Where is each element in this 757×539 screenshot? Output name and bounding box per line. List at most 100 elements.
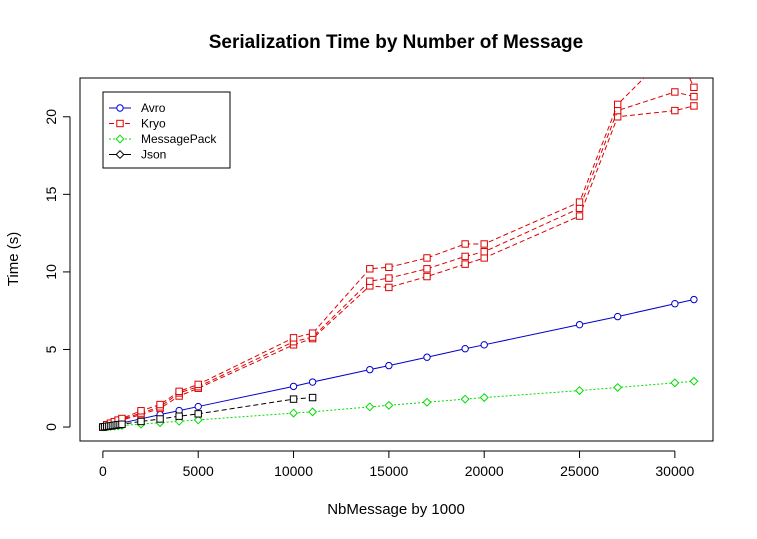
data-point (366, 265, 374, 273)
data-point (479, 393, 489, 403)
data-point (480, 248, 488, 256)
x-tick-label: 30000 (655, 463, 694, 479)
data-point (461, 344, 469, 353)
x-tick-label: 10000 (274, 463, 313, 479)
series-avro-0 (99, 295, 698, 431)
x-axis-label: NbMessage by 1000 (327, 501, 465, 518)
x-tick-label: 25000 (560, 463, 599, 479)
data-point (671, 88, 679, 96)
y-tick-label: 20 (43, 109, 59, 125)
data-point (690, 295, 698, 304)
data-point (174, 416, 184, 426)
chart-title: Serialization Time by Number of Message (209, 32, 583, 53)
data-point (156, 415, 164, 423)
data-point (672, 44, 678, 50)
data-point (690, 102, 698, 110)
data-point (613, 106, 622, 115)
y-axis-label: Time (s) (5, 232, 22, 286)
data-point (308, 393, 317, 402)
data-point (461, 252, 469, 261)
data-point (384, 400, 394, 410)
data-point (613, 312, 622, 321)
data-point (423, 272, 431, 281)
data-point (194, 380, 202, 389)
x-tick-label: 5000 (183, 463, 214, 479)
x-tick-label: 15000 (369, 463, 408, 479)
data-point (137, 417, 145, 426)
y-tick-label: 0 (43, 423, 59, 431)
data-point (613, 100, 622, 109)
data-point (193, 415, 203, 425)
data-point (613, 382, 623, 392)
data-point (137, 407, 145, 415)
data-point (575, 204, 584, 213)
data-point (385, 274, 393, 282)
data-point (385, 263, 393, 271)
data-point (289, 395, 298, 403)
legend-label: Kryo (141, 117, 166, 131)
data-point (423, 265, 431, 273)
series-line (102, 397, 313, 428)
data-point (308, 407, 318, 417)
data-point (690, 92, 698, 101)
y-tick-label: 10 (43, 264, 59, 280)
series-messagepack-4 (98, 376, 699, 432)
data-point (690, 83, 698, 92)
data-point (385, 283, 393, 292)
data-point (461, 240, 469, 248)
data-point (365, 402, 375, 412)
data-point (480, 240, 488, 248)
data-point (308, 378, 317, 386)
series-line (102, 380, 694, 428)
x-tick-label: 20000 (465, 463, 504, 479)
data-point (575, 198, 584, 206)
data-point (289, 408, 299, 418)
data-point (156, 400, 164, 409)
data-point (670, 378, 680, 388)
legend-marker (115, 134, 125, 144)
data-point (689, 376, 699, 386)
legend-box (102, 91, 231, 169)
data-point (175, 387, 183, 396)
series-json-5 (99, 393, 317, 431)
series-line (102, 299, 695, 428)
data-point (308, 329, 317, 337)
data-point (671, 106, 679, 115)
data-point (289, 334, 298, 342)
plot-area (98, 44, 699, 432)
y-tick-label: 15 (43, 186, 59, 202)
data-point (671, 300, 679, 308)
data-point (575, 320, 584, 329)
y-axis: 0 5 10 15 20 (43, 109, 71, 431)
data-point (613, 113, 622, 121)
plot-frame (79, 77, 714, 442)
legend-label: Avro (141, 101, 166, 115)
legend-label: Json (141, 148, 166, 162)
data-point (423, 254, 431, 262)
legend-marker (116, 119, 124, 128)
data-point (575, 212, 584, 220)
data-point (480, 254, 488, 262)
data-point (575, 386, 585, 396)
data-point (175, 412, 183, 420)
legend-label: MessagePack (141, 132, 217, 146)
legend-marker (116, 104, 124, 112)
data-point (423, 353, 431, 361)
data-point (422, 397, 432, 407)
data-point (194, 402, 202, 411)
legend-marker (115, 149, 125, 160)
x-tick-label: 0 (99, 463, 107, 479)
data-point (480, 341, 488, 349)
data-point (366, 277, 374, 285)
data-point (194, 410, 202, 418)
data-point (118, 420, 126, 428)
y-tick-label: 5 (43, 345, 59, 353)
data-point (366, 365, 374, 374)
x-axis: 0 5000 10000 15000 20000 25000 30000 (99, 450, 695, 479)
data-point (385, 361, 393, 370)
data-point (461, 260, 469, 268)
data-point (460, 394, 470, 404)
data-point (289, 382, 298, 391)
